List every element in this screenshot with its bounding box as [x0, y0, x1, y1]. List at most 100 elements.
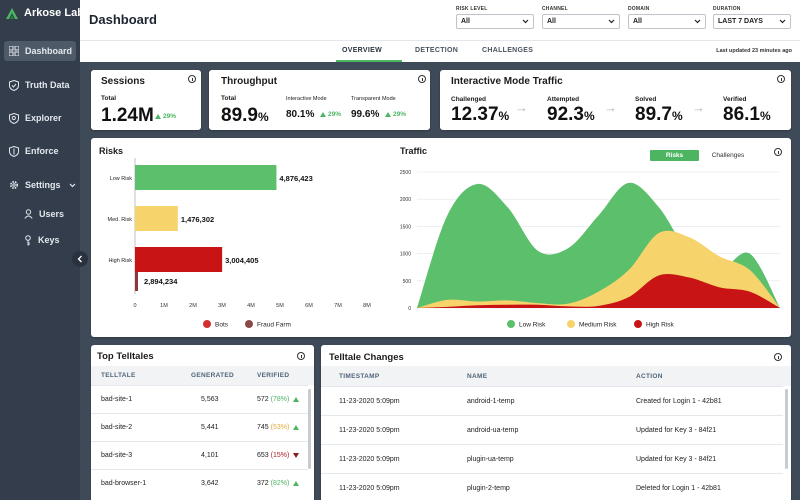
card-title: Telltale Changes: [329, 352, 404, 363]
duration-select[interactable]: LAST 7 DAYS: [713, 14, 791, 29]
y-tick-label: 500: [403, 279, 412, 285]
sidebar-item-users[interactable]: Users: [4, 204, 76, 224]
shield-check-icon: [9, 79, 19, 91]
generated-value: 5,563: [201, 396, 219, 403]
table-row[interactable]: 11-23-2020 5:09pm plugin-2-temp Deleted fo…: [321, 473, 783, 500]
legend-swatch: [507, 320, 515, 328]
table-row[interactable]: bad-site-2 5,441 745 (53%): [91, 413, 308, 440]
telltale-name: bad-site-3: [101, 452, 133, 459]
brand-name: Arkose Labs: [24, 7, 91, 19]
x-tick-label: 2M: [189, 303, 197, 309]
table-row[interactable]: bad-browser-1 3,642 372 (82%): [91, 469, 308, 496]
sidebar-collapse-button[interactable]: [72, 251, 88, 267]
table-row[interactable]: 11-23-2020 5:09pm plugin-ua-temp Updated f…: [321, 444, 783, 471]
column-header[interactable]: GENERATED: [191, 372, 235, 379]
card-title: Interactive Mode Traffic: [451, 76, 563, 87]
info-icon[interactable]: [777, 75, 785, 83]
column-header[interactable]: NAME: [467, 373, 488, 380]
info-icon[interactable]: [774, 148, 782, 156]
tab-challenges[interactable]: CHALLENGES: [482, 47, 534, 54]
metric-label: Interactive Mode: [286, 96, 327, 102]
traffic-toggle-challenges[interactable]: Challenges: [711, 152, 745, 159]
arrow-right-icon: →: [692, 100, 705, 115]
timestamp: 11-23-2020 5:09pm: [339, 427, 400, 434]
info-icon[interactable]: [297, 352, 305, 360]
traffic-toggle-risks[interactable]: Risks: [650, 150, 699, 161]
risks-bar-chart: Low Risk 4,876,423 Med. Risk 1,476,302 High …: [108, 158, 371, 329]
sidebar-item-label: Keys: [38, 235, 60, 245]
sidebar-item-dashboard[interactable]: Dashboard: [4, 41, 76, 61]
action: Deleted for Login 1 - 42b81: [636, 485, 721, 492]
timestamp: 11-23-2020 5:09pm: [339, 456, 400, 463]
info-icon[interactable]: [774, 353, 782, 361]
bar-value-label: 4,876,423: [279, 174, 312, 183]
column-header[interactable]: VERIFIED: [257, 372, 290, 379]
y-tick-label: 2000: [400, 197, 411, 203]
card-title: Top Telltales: [97, 351, 154, 362]
table-row[interactable]: bad-site-3 4,101 653 (15%): [91, 441, 308, 468]
filter-label: CHANNEL: [542, 6, 568, 12]
brand-logo[interactable]: Arkose Labs: [5, 6, 90, 20]
area-series-high-risk[interactable]: [417, 274, 780, 308]
sidebar-item-keys[interactable]: Keys: [4, 230, 76, 250]
risk-bar[interactable]: [135, 165, 277, 190]
select-value: All: [547, 18, 556, 25]
legend-label: Bots: [215, 322, 229, 329]
table-row[interactable]: 11-23-2020 5:09pm android-1-temp Created f…: [321, 386, 783, 413]
user-icon: [24, 209, 33, 219]
telltale-changes-card: Telltale Changes TIMESTAMP NAME ACTION 1…: [321, 345, 791, 500]
legend-swatch: [203, 320, 211, 328]
fraud-farm-bar[interactable]: [135, 272, 138, 291]
filter-label: DOMAIN: [628, 6, 650, 12]
sidebar-item-label: Truth Data: [25, 80, 70, 90]
risk-level-select[interactable]: All: [456, 14, 534, 29]
sidebar-item-enforce[interactable]: Enforce: [4, 141, 76, 161]
tab-overview[interactable]: OVERVIEW: [342, 47, 383, 54]
sessions-total: 1.24M: [101, 105, 154, 126]
legend-swatch: [567, 320, 575, 328]
info-icon[interactable]: [188, 75, 196, 83]
telltale-name: android-ua-temp: [467, 427, 519, 434]
scrollbar[interactable]: [308, 389, 311, 469]
sidebar-item-label: Dashboard: [25, 46, 73, 56]
category-label: Low Risk: [110, 176, 133, 182]
page-title: Dashboard: [89, 12, 157, 27]
chevron-down-icon: [608, 19, 615, 24]
telltale-name: plugin-ua-temp: [467, 456, 514, 463]
metric-label: Challenged: [451, 96, 487, 103]
column-header[interactable]: TELLTALE: [101, 372, 136, 379]
verified-value: 745 (53%): [257, 424, 300, 431]
filter-domain: DOMAIN All: [628, 6, 706, 29]
sidebar-item-settings[interactable]: Settings: [4, 175, 76, 195]
active-tab-indicator: [336, 60, 402, 62]
telltale-name: android-1-temp: [467, 398, 515, 405]
sidebar-item-truth-data[interactable]: Truth Data: [4, 75, 76, 95]
column-header[interactable]: TIMESTAMP: [339, 373, 380, 380]
x-tick-label: 3M: [218, 303, 226, 309]
table-row[interactable]: bad-site-1 5,563 572 (78%): [91, 385, 308, 412]
verified-value: 572 (78%): [257, 396, 300, 403]
table-row[interactable]: 11-23-2020 5:09pm android-ua-temp Updated …: [321, 415, 783, 442]
info-icon[interactable]: [418, 75, 426, 83]
metric-label: Attempted: [547, 96, 580, 103]
legend-label: Low Risk: [519, 322, 546, 329]
trend-up-icon: [385, 111, 391, 117]
chevron-down-icon: [694, 19, 701, 24]
channel-select[interactable]: All: [542, 14, 620, 29]
metric-label: Total: [101, 95, 117, 102]
column-header[interactable]: ACTION: [636, 373, 663, 380]
timestamp: 11-23-2020 5:09pm: [339, 398, 400, 405]
domain-select[interactable]: All: [628, 14, 706, 29]
table-header: TIMESTAMP NAME ACTION: [321, 366, 791, 386]
interactive-delta: 29%: [320, 111, 341, 118]
tab-detection[interactable]: DETECTION: [415, 47, 459, 54]
generated-value: 4,101: [201, 452, 219, 459]
scrollbar[interactable]: [785, 389, 788, 469]
metric-label: Verified: [723, 96, 747, 103]
metric-label: Solved: [635, 96, 657, 103]
category-label: High Risk: [108, 258, 132, 264]
interactive-mode-traffic-card: Interactive Mode Traffic Challenged 12.3…: [440, 70, 791, 130]
risk-bar[interactable]: [135, 206, 178, 231]
risk-bar[interactable]: [135, 247, 223, 272]
sidebar-item-explorer[interactable]: Explorer: [4, 108, 76, 128]
